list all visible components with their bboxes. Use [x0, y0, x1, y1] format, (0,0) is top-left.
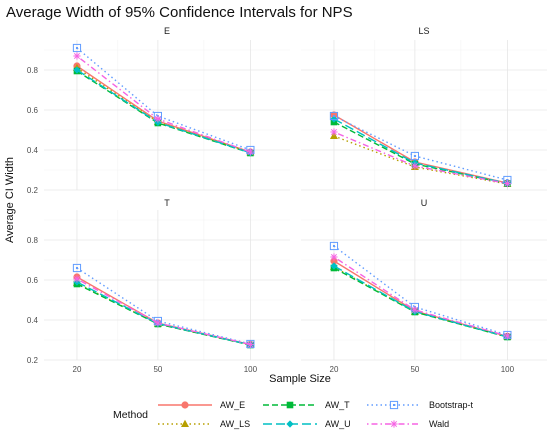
series-aw-u — [330, 115, 511, 187]
data-point — [246, 148, 254, 156]
legend-key-marker — [286, 401, 294, 409]
panel-u: U 20 50 100 — [301, 198, 547, 374]
data-point — [72, 43, 82, 53]
series-line — [333, 131, 508, 185]
series-bootstrap-t — [72, 43, 255, 155]
panel-t: T 0.2 0.4 0.6 0.8 20 50 100 — [27, 198, 290, 374]
series-bootstrap-t — [72, 263, 255, 349]
legend-item-aw-t: AW_T — [263, 400, 350, 410]
legend-label: AW_E — [220, 400, 245, 410]
data-point — [330, 253, 338, 261]
series-wald — [73, 275, 254, 348]
data-point — [411, 306, 419, 314]
panel-strip-label: T — [164, 198, 170, 208]
panel-strip-label: E — [164, 26, 170, 36]
x-tick-label: 100 — [244, 365, 258, 374]
series-aw-t — [73, 67, 254, 157]
series-line — [333, 121, 508, 185]
series-wald — [73, 52, 254, 156]
y-tick-label: 0.2 — [27, 356, 39, 365]
series-line — [76, 267, 251, 345]
y-tick-label: 0.6 — [27, 276, 39, 285]
data-point — [330, 262, 338, 270]
series-bootstrap-t — [329, 241, 512, 340]
legend-item-wald: Wald — [367, 419, 449, 429]
data-point — [154, 115, 162, 123]
legend-key-marker — [389, 400, 399, 410]
data-point — [246, 340, 254, 348]
legend-item-aw-e: AW_E — [158, 400, 245, 410]
x-axis-title: Sample Size — [269, 373, 331, 385]
legend-label: Bootstrap-t — [429, 400, 474, 410]
data-point — [411, 162, 419, 170]
data-point — [72, 263, 82, 273]
series-line — [76, 70, 251, 154]
series-line — [333, 118, 508, 185]
legend-label: Wald — [429, 419, 449, 429]
legend-item-aw-u: AW_U — [263, 419, 351, 429]
data-point — [73, 275, 81, 283]
x-tick-label: 50 — [410, 365, 419, 374]
series-bootstrap-t — [329, 111, 512, 185]
series-line — [76, 281, 251, 346]
series-line — [76, 278, 251, 346]
panel-ls: LS — [301, 26, 547, 191]
legend-label: AW_U — [325, 419, 351, 429]
y-tick-label: 0.4 — [27, 146, 39, 155]
data-point — [503, 332, 511, 340]
series-line — [76, 47, 251, 151]
panel-e: E 0.2 0.4 0.6 0.8 — [27, 26, 290, 195]
series-line — [333, 260, 508, 338]
x-tick-label: 50 — [153, 365, 162, 374]
data-point — [73, 52, 81, 60]
data-point — [503, 180, 511, 188]
y-axis-title: Average CI Width — [4, 157, 16, 243]
series-line — [333, 245, 508, 336]
x-tick-label: 20 — [330, 365, 339, 374]
series-line — [76, 283, 251, 346]
series-line — [76, 65, 251, 153]
legend-key-marker — [390, 420, 398, 428]
series-line — [333, 256, 508, 337]
legend-item-bootstrap-t: Bootstrap-t — [367, 400, 474, 410]
chart-title: Average Width of 95% Confidence Interval… — [6, 4, 353, 21]
series-aw-ls — [329, 262, 512, 340]
legend-title: Method — [113, 409, 148, 421]
legend-item-aw-ls: AW_LS — [158, 419, 250, 429]
series-wald — [330, 128, 511, 188]
series-aw-e — [330, 257, 511, 340]
series-aw-e — [330, 111, 511, 187]
panel-strip-label: LS — [418, 26, 429, 36]
series-line — [76, 276, 251, 346]
y-tick-label: 0.2 — [27, 186, 39, 195]
series-line — [333, 267, 508, 338]
y-tick-label: 0.4 — [27, 316, 39, 325]
data-point — [410, 151, 419, 161]
x-tick-label: 100 — [501, 365, 515, 374]
legend-key-marker — [181, 401, 189, 409]
y-tick-label: 0.6 — [27, 106, 39, 115]
series-aw-e — [73, 62, 254, 156]
legend-key-marker — [181, 419, 189, 427]
data-point — [330, 128, 338, 136]
series-aw-e — [73, 273, 254, 349]
series-line — [333, 115, 508, 181]
data-point — [330, 115, 338, 123]
legend-label: AW_LS — [220, 419, 250, 429]
legend-label: AW_T — [325, 400, 350, 410]
data-point — [329, 241, 339, 251]
legend-key-marker — [286, 420, 294, 428]
series-aw-ls — [72, 63, 255, 156]
data-point — [73, 66, 81, 74]
y-tick-label: 0.8 — [27, 66, 39, 75]
data-point — [329, 111, 339, 121]
panel-strip-label: U — [421, 198, 428, 208]
series-wald — [330, 253, 511, 340]
data-point — [154, 319, 162, 327]
panels: E 0.2 0.4 0.6 0.8 LS T 0.2 0.4 0.6 0.8 20 50 100 U 20 50… — [27, 26, 547, 374]
legend: Method AW_E AW_LS AW_T AW_U Bootstrap-t Wald — [113, 400, 474, 429]
x-tick-label: 20 — [73, 365, 82, 374]
y-tick-label: 0.8 — [27, 236, 39, 245]
